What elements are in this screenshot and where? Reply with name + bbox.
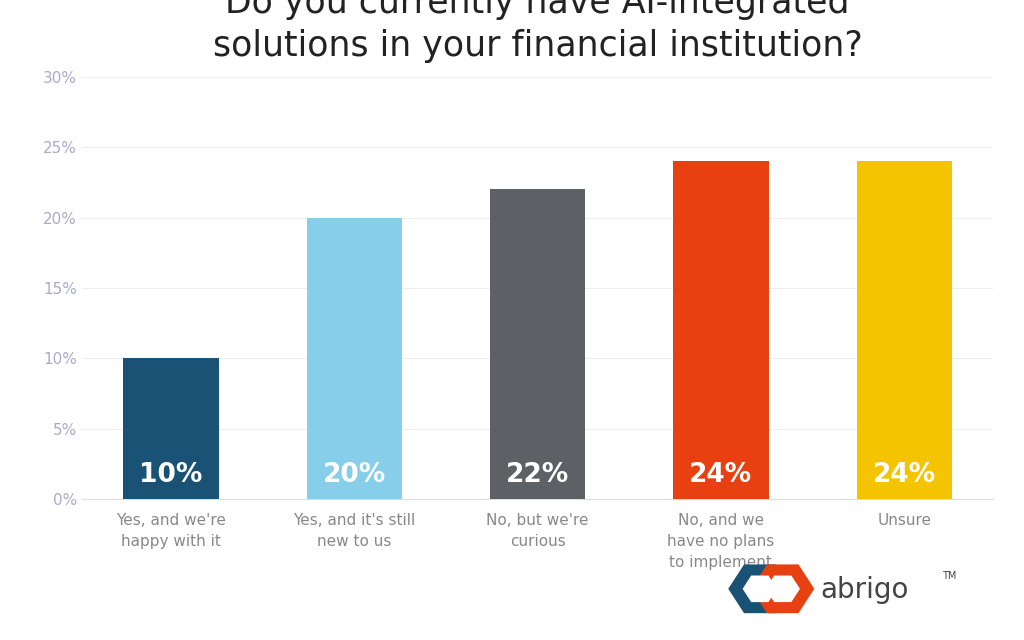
Text: TM: TM: [942, 571, 956, 581]
Bar: [306, 218, 402, 499]
Text: abrigo: abrigo: [820, 576, 908, 604]
Bar: [856, 161, 952, 499]
Text: 24%: 24%: [689, 462, 753, 488]
Text: 22%: 22%: [506, 462, 569, 488]
Bar: [673, 161, 769, 499]
Bar: [123, 358, 219, 499]
Title: Do you currently have AI-integrated
solutions in your financial institution?: Do you currently have AI-integrated solu…: [213, 0, 862, 63]
Bar: [489, 189, 586, 499]
Text: 24%: 24%: [872, 462, 936, 488]
Text: 10%: 10%: [139, 462, 203, 488]
Text: 20%: 20%: [323, 462, 386, 488]
